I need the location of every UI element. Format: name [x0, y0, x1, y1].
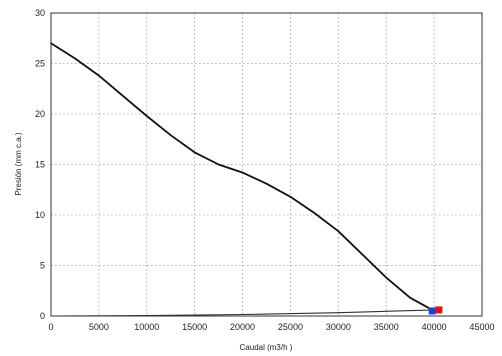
y-tick-label: 30 — [35, 8, 45, 18]
system-curve-line — [50, 309, 435, 317]
x-tick-label: 15000 — [182, 322, 207, 332]
operating-point-marker-red — [435, 306, 443, 314]
x-tick-label: 25000 — [278, 322, 303, 332]
x-tick-label: 20000 — [230, 322, 255, 332]
y-tick-label: 5 — [40, 261, 45, 271]
x-axis-title: Caudal (m3/h ) — [240, 343, 293, 352]
y-axis-title: Presión (mm c.a.) — [14, 132, 23, 195]
x-tick-label: 0 — [48, 322, 53, 332]
y-tick-label: 25 — [35, 59, 45, 69]
y-tick-label: 20 — [35, 109, 45, 119]
x-tick-labels: 0 5000 10000 15000 20000 25000 30000 35000 40000… — [48, 322, 494, 332]
x-tick-label: 10000 — [134, 322, 159, 332]
x-tick-label: 40000 — [422, 322, 447, 332]
y-tick-label: 15 — [35, 160, 45, 170]
operating-point-marker-blue — [428, 307, 436, 315]
x-tick-label: 30000 — [326, 322, 351, 332]
x-tick-label: 35000 — [374, 322, 399, 332]
y-tick-labels: 0 5 10 15 20 25 30 — [35, 8, 45, 321]
x-tick-label: 5000 — [89, 322, 109, 332]
plot-area-frame — [50, 12, 483, 317]
series-layer — [50, 42, 436, 317]
grid-layer — [51, 13, 482, 316]
y-tick-label: 10 — [35, 210, 45, 220]
x-tick-label: 45000 — [469, 322, 494, 332]
points-layer — [428, 306, 443, 315]
pressure-curve-line — [50, 42, 436, 312]
y-tick-label: 0 — [40, 311, 45, 321]
